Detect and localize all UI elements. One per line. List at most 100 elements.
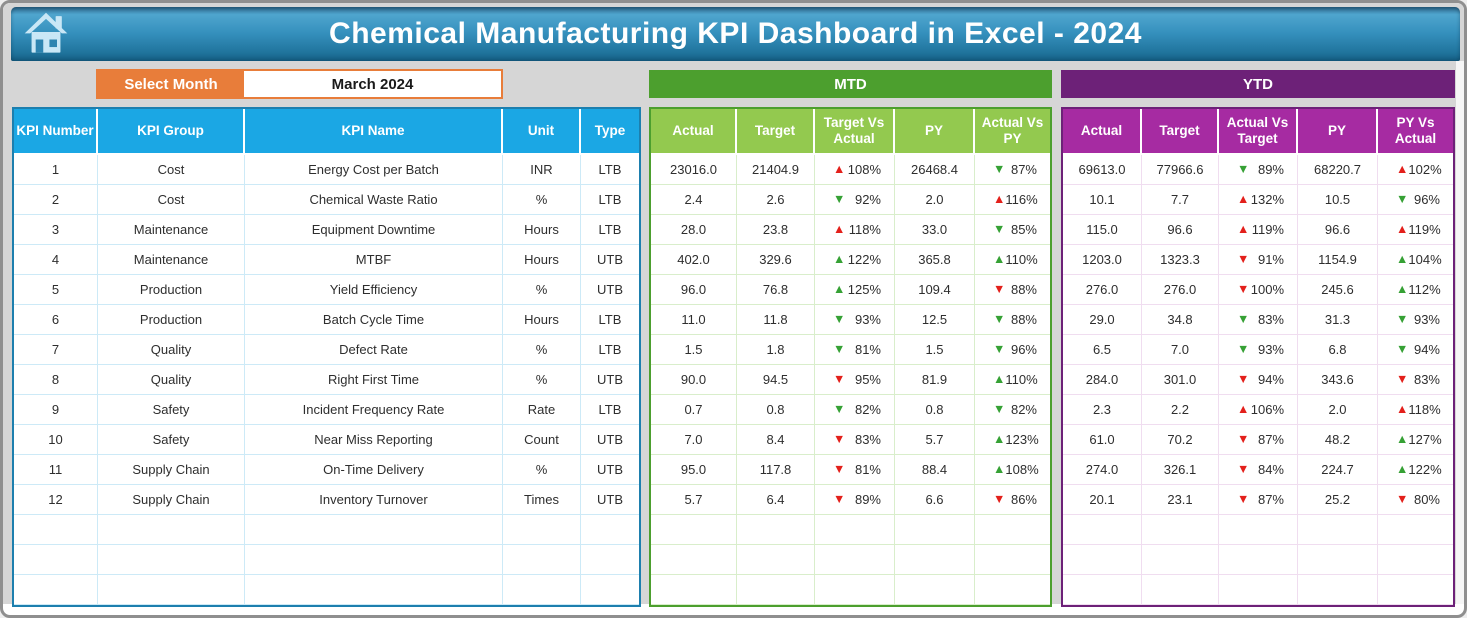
table-cell[interactable]: 0.7 — [651, 395, 737, 425]
table-cell[interactable]: Defect Rate — [245, 335, 503, 365]
table-cell[interactable]: On-Time Delivery — [245, 455, 503, 485]
table-cell[interactable]: ▼ 80% — [1378, 485, 1453, 515]
table-cell[interactable]: 2.3 — [1063, 395, 1142, 425]
table-cell[interactable]: 8.4 — [737, 425, 815, 455]
table-cell[interactable]: 117.8 — [737, 455, 815, 485]
table-cell[interactable]: 26468.4 — [895, 155, 975, 185]
table-cell[interactable]: 11.8 — [737, 305, 815, 335]
table-cell[interactable]: 96.6 — [1298, 215, 1378, 245]
table-cell[interactable] — [245, 575, 503, 605]
table-cell[interactable]: 12 — [14, 485, 98, 515]
table-cell[interactable]: LTB — [581, 185, 639, 215]
table-cell[interactable] — [98, 575, 245, 605]
table-cell[interactable] — [581, 545, 639, 575]
table-cell[interactable]: 76.8 — [737, 275, 815, 305]
table-cell[interactable] — [1063, 545, 1142, 575]
table-cell[interactable]: 81.9 — [895, 365, 975, 395]
table-cell[interactable]: 7.0 — [651, 425, 737, 455]
table-cell[interactable]: 29.0 — [1063, 305, 1142, 335]
table-cell[interactable]: 343.6 — [1298, 365, 1378, 395]
table-cell[interactable]: UTB — [581, 245, 639, 275]
table-cell[interactable]: 1154.9 — [1298, 245, 1378, 275]
table-cell[interactable]: 1.8 — [737, 335, 815, 365]
table-cell[interactable]: ▲ 119% — [1219, 215, 1298, 245]
table-cell[interactable] — [245, 515, 503, 545]
table-cell[interactable] — [14, 545, 98, 575]
table-cell[interactable] — [14, 575, 98, 605]
table-cell[interactable] — [1298, 515, 1378, 545]
table-cell[interactable]: ▼ 83% — [1378, 365, 1453, 395]
table-cell[interactable]: 2.4 — [651, 185, 737, 215]
table-cell[interactable]: Equipment Downtime — [245, 215, 503, 245]
table-cell[interactable]: ▼ 81% — [815, 335, 895, 365]
table-cell[interactable] — [975, 515, 1050, 545]
table-cell[interactable] — [1142, 515, 1219, 545]
table-cell[interactable]: 276.0 — [1063, 275, 1142, 305]
table-cell[interactable]: 1.5 — [895, 335, 975, 365]
table-cell[interactable]: 6.5 — [1063, 335, 1142, 365]
table-cell[interactable]: 5.7 — [895, 425, 975, 455]
table-cell[interactable]: UTB — [581, 485, 639, 515]
table-cell[interactable]: 33.0 — [895, 215, 975, 245]
table-cell[interactable]: 88.4 — [895, 455, 975, 485]
table-cell[interactable]: 21404.9 — [737, 155, 815, 185]
table-cell[interactable]: Safety — [98, 395, 245, 425]
table-cell[interactable]: % — [503, 335, 581, 365]
table-cell[interactable] — [1298, 545, 1378, 575]
table-cell[interactable]: 2 — [14, 185, 98, 215]
table-cell[interactable]: Incident Frequency Rate — [245, 395, 503, 425]
table-cell[interactable]: ▲ 116% — [975, 185, 1050, 215]
table-cell[interactable]: ▼ 96% — [975, 335, 1050, 365]
table-cell[interactable]: 95.0 — [651, 455, 737, 485]
table-cell[interactable]: ▼ 87% — [975, 155, 1050, 185]
table-cell[interactable]: ▼ 85% — [975, 215, 1050, 245]
table-cell[interactable]: UTB — [581, 455, 639, 485]
table-cell[interactable]: Inventory Turnover — [245, 485, 503, 515]
table-cell[interactable]: 6 — [14, 305, 98, 335]
table-cell[interactable]: 224.7 — [1298, 455, 1378, 485]
table-cell[interactable]: 23.1 — [1142, 485, 1219, 515]
table-cell[interactable]: 3 — [14, 215, 98, 245]
table-cell[interactable]: 77966.6 — [1142, 155, 1219, 185]
table-cell[interactable]: 6.6 — [895, 485, 975, 515]
table-cell[interactable] — [895, 515, 975, 545]
table-cell[interactable] — [1378, 545, 1453, 575]
table-cell[interactable]: ▲ 108% — [815, 155, 895, 185]
table-cell[interactable]: 6.4 — [737, 485, 815, 515]
table-cell[interactable]: ▼ 100% — [1219, 275, 1298, 305]
table-cell[interactable]: Maintenance — [98, 245, 245, 275]
table-cell[interactable] — [1298, 575, 1378, 605]
table-cell[interactable]: Production — [98, 275, 245, 305]
table-cell[interactable]: Hours — [503, 245, 581, 275]
table-cell[interactable] — [895, 575, 975, 605]
table-cell[interactable]: ▼ 83% — [815, 425, 895, 455]
table-cell[interactable]: UTB — [581, 425, 639, 455]
table-cell[interactable]: ▼ 89% — [815, 485, 895, 515]
table-cell[interactable]: % — [503, 455, 581, 485]
table-cell[interactable]: 96.0 — [651, 275, 737, 305]
table-cell[interactable] — [737, 545, 815, 575]
table-cell[interactable]: LTB — [581, 215, 639, 245]
table-cell[interactable] — [1142, 545, 1219, 575]
table-cell[interactable]: 69613.0 — [1063, 155, 1142, 185]
table-cell[interactable] — [815, 575, 895, 605]
table-cell[interactable]: Hours — [503, 215, 581, 245]
table-cell[interactable]: LTB — [581, 155, 639, 185]
table-cell[interactable]: 96.6 — [1142, 215, 1219, 245]
table-cell[interactable] — [651, 575, 737, 605]
table-cell[interactable]: ▲ 123% — [975, 425, 1050, 455]
table-cell[interactable]: UTB — [581, 275, 639, 305]
table-cell[interactable]: 276.0 — [1142, 275, 1219, 305]
table-cell[interactable]: Cost — [98, 185, 245, 215]
table-cell[interactable]: ▼ 88% — [975, 275, 1050, 305]
table-cell[interactable] — [1219, 575, 1298, 605]
table-cell[interactable]: Count — [503, 425, 581, 455]
table-cell[interactable]: ▲ 125% — [815, 275, 895, 305]
table-cell[interactable]: ▼ 82% — [975, 395, 1050, 425]
table-cell[interactable]: 10.1 — [1063, 185, 1142, 215]
table-cell[interactable]: ▼ 93% — [1378, 305, 1453, 335]
table-cell[interactable]: 2.2 — [1142, 395, 1219, 425]
table-cell[interactable]: 48.2 — [1298, 425, 1378, 455]
table-cell[interactable] — [503, 575, 581, 605]
table-cell[interactable]: 274.0 — [1063, 455, 1142, 485]
